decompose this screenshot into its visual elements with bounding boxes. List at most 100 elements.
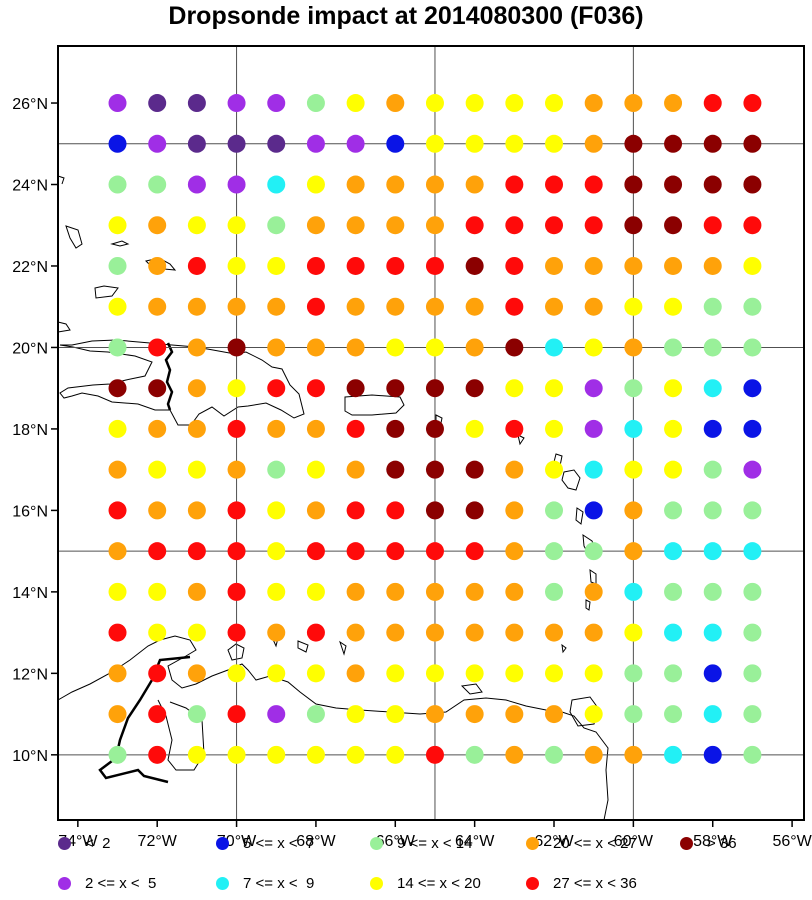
coastline-south-america <box>57 635 609 821</box>
data-point <box>743 134 762 153</box>
data-point <box>703 297 722 316</box>
data-point <box>425 379 444 398</box>
data-point <box>386 542 405 561</box>
coastlines <box>57 175 609 821</box>
data-point <box>545 582 564 601</box>
data-point <box>545 134 564 153</box>
data-point <box>743 542 762 561</box>
data-point <box>743 501 762 520</box>
data-point <box>148 542 167 561</box>
data-point <box>465 582 484 601</box>
data-point <box>187 94 206 113</box>
data-point <box>425 94 444 113</box>
data-point <box>346 501 365 520</box>
data-point <box>108 501 127 520</box>
data-point <box>148 623 167 642</box>
data-point <box>306 175 325 194</box>
data-point <box>306 745 325 764</box>
data-point <box>187 297 206 316</box>
data-point <box>386 134 405 153</box>
coastline-st-vincent <box>585 599 591 611</box>
data-point <box>465 94 484 113</box>
legend-swatch <box>526 836 539 850</box>
data-point <box>425 664 444 683</box>
legend-label: 2 <= x < 5 <box>85 874 157 892</box>
data-point <box>505 297 524 316</box>
x-tick-label: 64°W <box>455 833 495 850</box>
data-point <box>346 297 365 316</box>
data-point <box>703 94 722 113</box>
data-point <box>465 745 484 764</box>
data-point <box>664 705 683 724</box>
data-point <box>743 379 762 398</box>
data-point <box>743 216 762 235</box>
data-point <box>346 216 365 235</box>
map-title: Dropsonde impact at 2014080300 (F036) <box>168 2 644 30</box>
data-point <box>386 338 405 357</box>
data-point <box>227 256 246 275</box>
data-point <box>386 460 405 479</box>
data-point <box>425 338 444 357</box>
data-point <box>465 379 484 398</box>
data-point <box>267 664 286 683</box>
data-point <box>108 134 127 153</box>
data-point <box>664 134 683 153</box>
data-point <box>187 460 206 479</box>
data-point <box>306 256 325 275</box>
data-point <box>703 338 722 357</box>
data-point <box>584 379 603 398</box>
data-point <box>425 460 444 479</box>
coastline-cuba-tip <box>57 321 71 333</box>
data-point <box>545 501 564 520</box>
data-point <box>227 338 246 357</box>
coastline-island-small1 <box>110 240 130 247</box>
data-point <box>386 256 405 275</box>
data-point <box>545 419 564 438</box>
data-point <box>306 501 325 520</box>
x-tick-label: 58°W <box>693 833 733 850</box>
data-point <box>346 582 365 601</box>
coastline-grenadines <box>561 643 567 654</box>
data-point <box>148 175 167 194</box>
data-point <box>227 419 246 438</box>
data-point <box>664 745 683 764</box>
data-point <box>148 297 167 316</box>
data-point <box>465 256 484 275</box>
data-point <box>386 623 405 642</box>
data-point <box>346 705 365 724</box>
data-point <box>148 705 167 724</box>
data-point <box>227 542 246 561</box>
y-tick-label: 14°N <box>12 585 48 602</box>
data-point <box>703 175 722 194</box>
data-point <box>545 542 564 561</box>
data-point <box>187 542 206 561</box>
data-point <box>505 501 524 520</box>
y-tick-label: 12°N <box>12 666 48 683</box>
data-point <box>346 338 365 357</box>
data-point <box>703 745 722 764</box>
data-point <box>187 664 206 683</box>
data-point <box>624 379 643 398</box>
data-point <box>108 216 127 235</box>
data-point <box>703 664 722 683</box>
data-point <box>664 623 683 642</box>
data-point <box>664 297 683 316</box>
data-point <box>148 745 167 764</box>
data-point <box>267 379 286 398</box>
coastline-antilles-2 <box>517 434 525 446</box>
data-point <box>227 134 246 153</box>
legend-swatch <box>370 836 383 850</box>
y-tick-label: 20°N <box>12 340 48 357</box>
data-point <box>425 501 444 520</box>
x-tick-label: 60°W <box>614 833 654 850</box>
data-point <box>545 216 564 235</box>
data-point <box>505 419 524 438</box>
data-point <box>664 379 683 398</box>
data-point <box>545 175 564 194</box>
data-point <box>505 460 524 479</box>
data-point <box>545 338 564 357</box>
data-point <box>108 297 127 316</box>
x-tick-label: 56°W <box>772 833 812 850</box>
data-point <box>703 460 722 479</box>
y-tick-label: 24°N <box>12 178 48 195</box>
